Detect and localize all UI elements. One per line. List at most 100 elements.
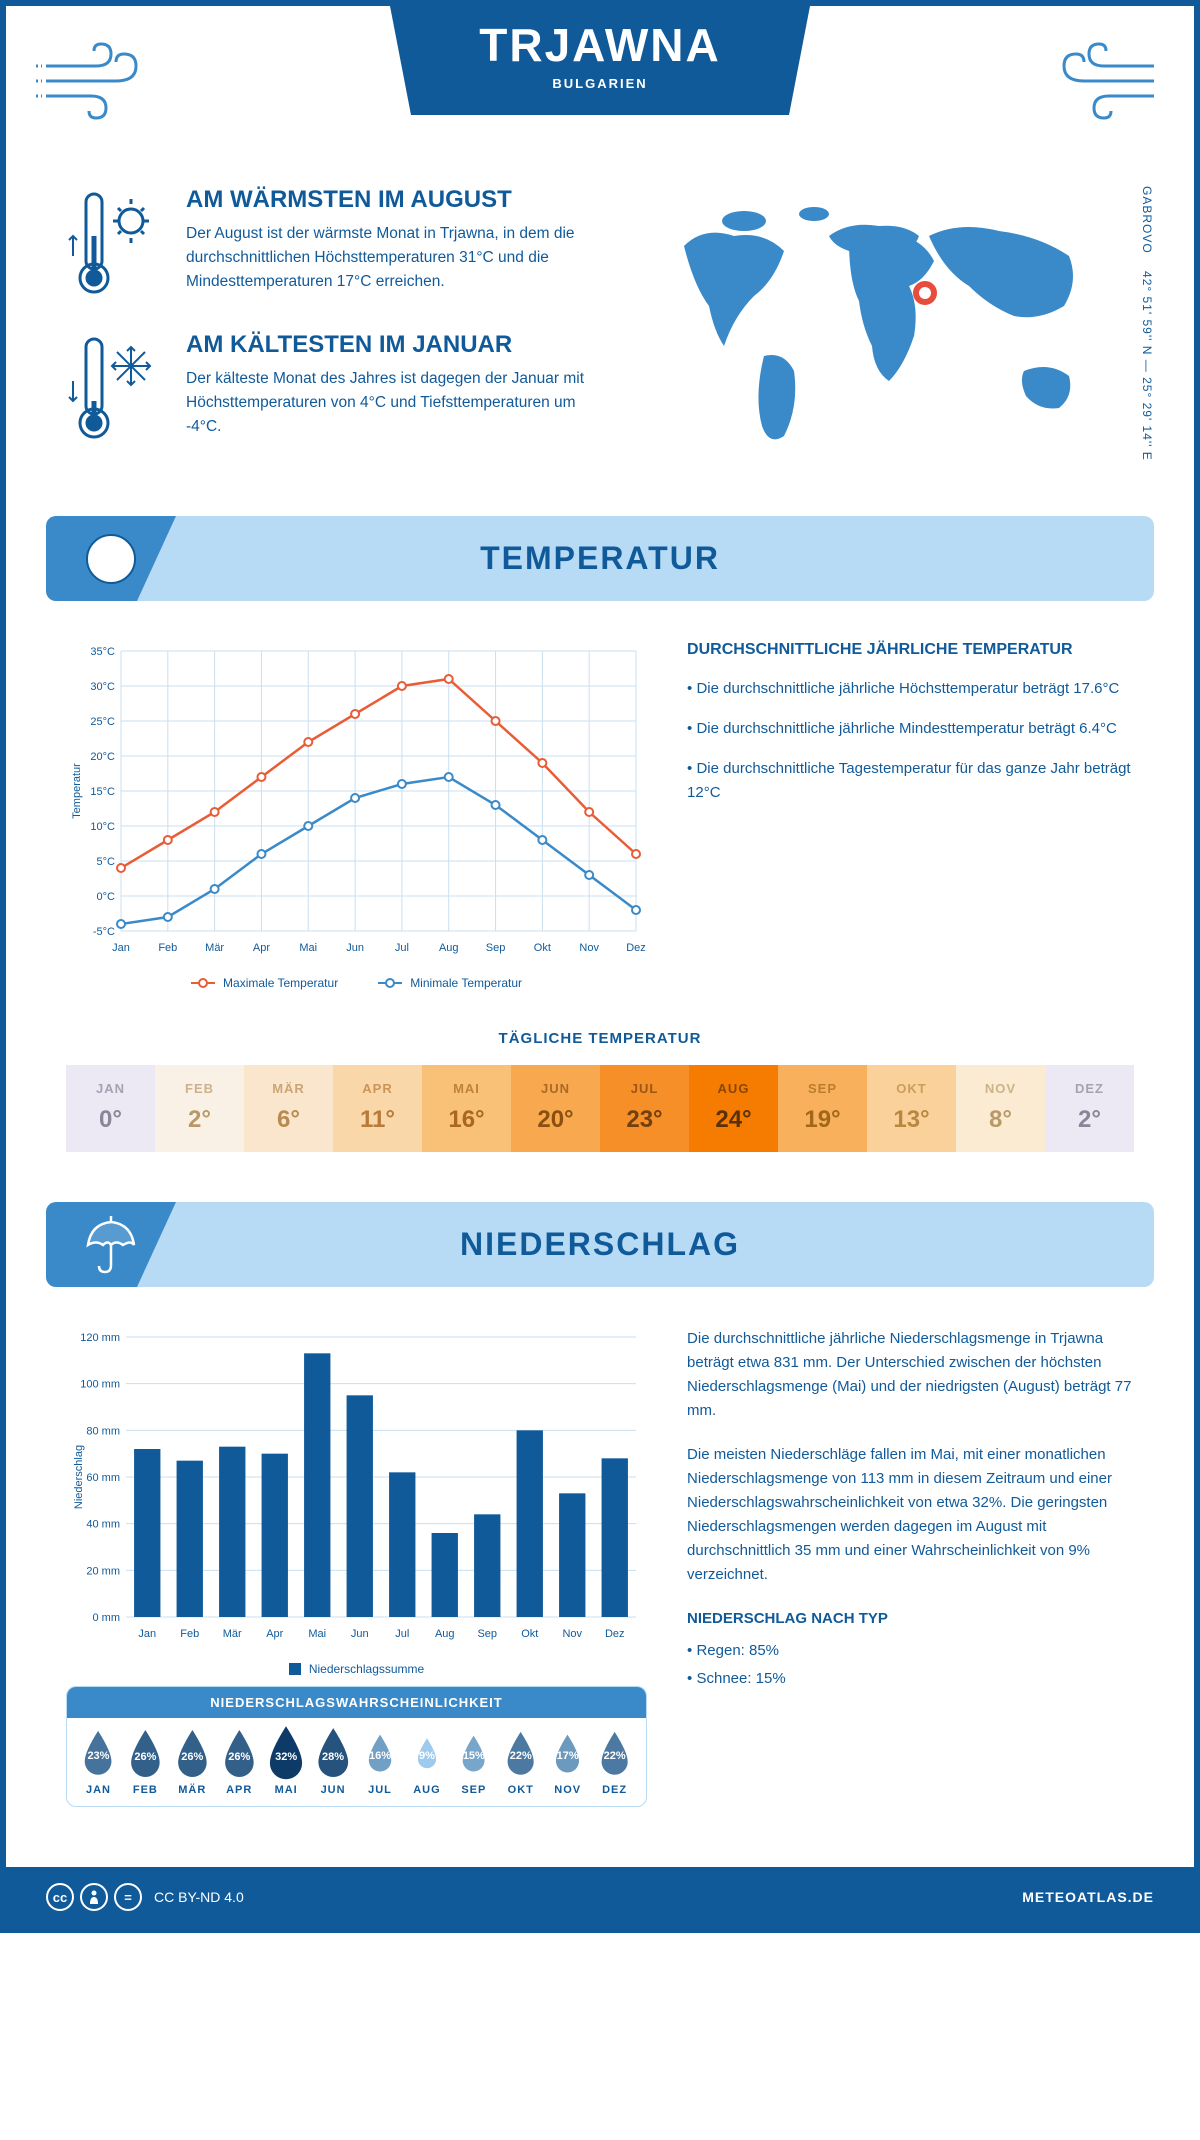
svg-text:Mai: Mai — [308, 1628, 326, 1640]
svg-text:Mär: Mär — [223, 1628, 242, 1640]
daily-temp-cell: SEP19° — [778, 1065, 867, 1152]
daily-temp-cell: JUN20° — [511, 1065, 600, 1152]
cc-license-icons: cc = — [46, 1883, 142, 1911]
svg-text:60 mm: 60 mm — [86, 1472, 120, 1484]
prob-cell: 22%OKT — [497, 1730, 544, 1796]
daily-temp-title: TÄGLICHE TEMPERATUR — [66, 1030, 1134, 1047]
temperature-line-chart: -5°C0°C5°C10°C15°C20°C25°C30°C35°CJanFeb… — [66, 641, 646, 961]
daily-temp-cell: MÄR6° — [244, 1065, 333, 1152]
svg-text:Aug: Aug — [435, 1628, 455, 1640]
prob-cell: 26%APR — [216, 1730, 263, 1796]
svg-text:Dez: Dez — [626, 942, 646, 954]
svg-text:Jun: Jun — [351, 1628, 369, 1640]
coldest-text: Der kälteste Monat des Jahres ist dagege… — [186, 367, 614, 439]
svg-text:Okt: Okt — [534, 942, 551, 954]
precipitation-summary: Die durchschnittliche jährliche Niedersc… — [687, 1327, 1134, 1847]
precip-type-bullet: • Schnee: 15% — [687, 1667, 1134, 1691]
svg-text:15°C: 15°C — [90, 786, 115, 798]
svg-text:Apr: Apr — [253, 942, 270, 954]
intro-section: AM WÄRMSTEN IM AUGUST Der August ist der… — [6, 156, 1194, 516]
svg-text:20°C: 20°C — [90, 751, 115, 763]
svg-text:Apr: Apr — [266, 1628, 283, 1640]
site-name: METEOATLAS.DE — [1022, 1889, 1154, 1905]
temp-bullet: • Die durchschnittliche Tagestemperatur … — [687, 757, 1134, 805]
daily-temp-cell: APR11° — [333, 1065, 422, 1152]
warmest-text: Der August ist der wärmste Monat in Trja… — [186, 222, 614, 294]
temp-bullet: • Die durchschnittliche jährliche Höchst… — [687, 677, 1134, 701]
svg-text:40 mm: 40 mm — [86, 1519, 120, 1531]
svg-text:Nov: Nov — [579, 942, 599, 954]
svg-text:10°C: 10°C — [90, 821, 115, 833]
raindrop-icon: 28% — [312, 1726, 355, 1781]
precipitation-section-header: NIEDERSCHLAG — [46, 1202, 1154, 1287]
svg-text:Niederschlag: Niederschlag — [73, 1445, 85, 1509]
svg-text:Jun: Jun — [346, 942, 364, 954]
raindrop-icon: 22% — [502, 1730, 539, 1778]
precip-chart-legend: Niederschlagssumme — [66, 1662, 647, 1676]
prob-cell: 23%JAN — [75, 1730, 122, 1796]
svg-text:20 mm: 20 mm — [86, 1565, 120, 1577]
svg-text:Sep: Sep — [477, 1628, 497, 1640]
daily-temp-cell: NOV8° — [956, 1065, 1045, 1152]
temp-chart-legend: Maximale Temperatur Minimale Temperatur — [66, 976, 647, 990]
thermometer-cold-icon — [66, 331, 166, 446]
raindrop-icon: 23% — [79, 1729, 117, 1779]
svg-text:Feb: Feb — [180, 1628, 199, 1640]
precipitation-probability-table: NIEDERSCHLAGSWAHRSCHEINLICHKEIT 23%JAN 2… — [66, 1686, 647, 1807]
raindrop-icon: 9% — [414, 1737, 440, 1771]
wind-decoration-icon — [36, 36, 156, 131]
svg-text:25°C: 25°C — [90, 716, 115, 728]
svg-text:Aug: Aug — [439, 942, 459, 954]
svg-text:Dez: Dez — [605, 1628, 625, 1640]
warmest-title: AM WÄRMSTEN IM AUGUST — [186, 186, 614, 214]
footer: cc = CC BY-ND 4.0 METEOATLAS.DE — [6, 1867, 1194, 1927]
prob-cell: 28%JUN — [310, 1730, 357, 1796]
prob-cell: 17%NOV — [544, 1730, 591, 1796]
raindrop-icon: 32% — [263, 1724, 309, 1784]
daily-temp-cell: AUG24° — [689, 1065, 778, 1152]
raindrop-icon: 22% — [596, 1730, 633, 1778]
daily-temp-table: JAN0°FEB2°MÄR6°APR11°MAI16°JUN20°JUL23°A… — [66, 1065, 1134, 1152]
svg-text:5°C: 5°C — [97, 856, 116, 868]
precip-type-bullet: • Regen: 85% — [687, 1639, 1134, 1663]
daily-temp-cell: JUL23° — [600, 1065, 689, 1152]
prob-cell: 16%JUL — [357, 1730, 404, 1796]
svg-text:30°C: 30°C — [90, 681, 115, 693]
prob-cell: 9%AUG — [403, 1730, 450, 1796]
svg-text:120 mm: 120 mm — [80, 1332, 120, 1344]
svg-text:Temperatur: Temperatur — [71, 763, 83, 819]
precipitation-title: NIEDERSCHLAG — [46, 1226, 1154, 1263]
daily-temp-cell: MAI16° — [422, 1065, 511, 1152]
svg-text:Mär: Mär — [205, 942, 224, 954]
svg-text:Feb: Feb — [158, 942, 177, 954]
title-banner: TRJAWNA BULGARIEN — [390, 6, 810, 115]
warmest-fact: AM WÄRMSTEN IM AUGUST Der August ist der… — [66, 186, 614, 301]
coldest-fact: AM KÄLTESTEN IM JANUAR Der kälteste Mona… — [66, 331, 614, 446]
svg-text:0°C: 0°C — [97, 891, 116, 903]
world-map — [654, 186, 1134, 466]
raindrop-icon: 15% — [458, 1734, 489, 1775]
raindrop-icon: 26% — [172, 1728, 213, 1781]
raindrop-icon: 16% — [364, 1733, 396, 1775]
location-title: TRJAWNA — [470, 18, 730, 72]
daily-temp-cell: DEZ2° — [1045, 1065, 1134, 1152]
svg-text:Jul: Jul — [395, 942, 409, 954]
wind-decoration-icon — [1044, 36, 1164, 131]
prob-cell: 22%DEZ — [591, 1730, 638, 1796]
svg-text:Mai: Mai — [299, 942, 317, 954]
svg-text:Jan: Jan — [112, 942, 130, 954]
coordinates: GABROVO 42° 51' 59'' N — 25° 29' 14'' E — [1140, 186, 1154, 461]
precipitation-bar-chart: 0 mm20 mm40 mm60 mm80 mm100 mm120 mmJanF… — [66, 1327, 646, 1647]
daily-temp-cell: FEB2° — [155, 1065, 244, 1152]
temperature-section-header: TEMPERATUR — [46, 516, 1154, 601]
umbrella-icon — [76, 1210, 146, 1285]
sun-icon — [76, 524, 146, 599]
coldest-title: AM KÄLTESTEN IM JANUAR — [186, 331, 614, 359]
svg-text:Nov: Nov — [562, 1628, 582, 1640]
prob-cell: 26%FEB — [122, 1730, 169, 1796]
raindrop-icon: 26% — [125, 1728, 166, 1781]
license-text: CC BY-ND 4.0 — [154, 1889, 244, 1905]
prob-cell: 15%SEP — [450, 1730, 497, 1796]
header: TRJAWNA BULGARIEN — [6, 6, 1194, 156]
svg-text:Sep: Sep — [486, 942, 506, 954]
